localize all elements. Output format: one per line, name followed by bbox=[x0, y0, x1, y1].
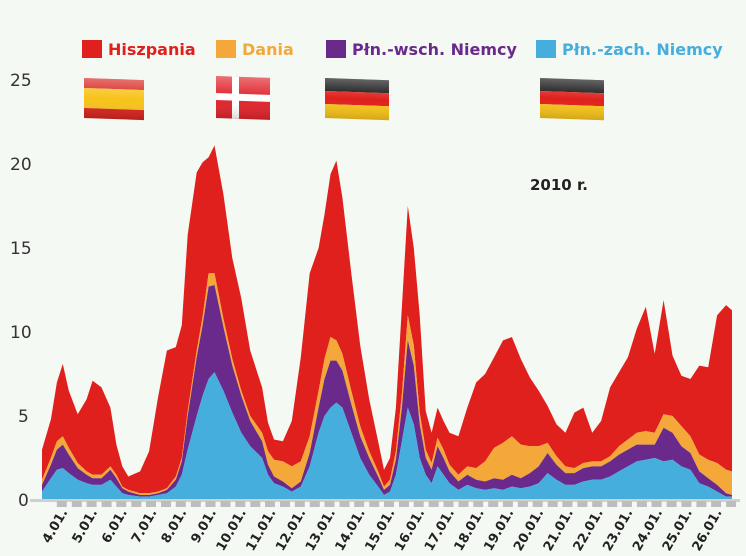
x-minor-marker bbox=[71, 501, 82, 507]
series-areas bbox=[42, 145, 732, 500]
x-tick-marker bbox=[235, 501, 246, 507]
x-minor-marker bbox=[339, 501, 350, 507]
series-area-pln-zach-niemcy bbox=[42, 372, 732, 500]
x-tick-label: 9.01. bbox=[188, 507, 219, 547]
x-tick-marker bbox=[354, 501, 365, 507]
x-minor-marker bbox=[547, 501, 558, 507]
y-tick-label: 10 bbox=[10, 323, 32, 343]
x-minor-marker bbox=[577, 501, 588, 507]
x-tick-marker bbox=[502, 501, 513, 507]
x-tick-label: 4.01. bbox=[40, 507, 71, 547]
x-minor-marker bbox=[101, 501, 112, 507]
x-tick-marker bbox=[175, 501, 186, 507]
x-tick-marker bbox=[294, 501, 305, 507]
x-tick-marker bbox=[86, 501, 97, 507]
x-minor-marker bbox=[607, 501, 618, 507]
y-tick-label: 15 bbox=[10, 239, 32, 259]
x-tick-marker bbox=[711, 501, 722, 507]
x-minor-marker bbox=[458, 501, 469, 507]
x-tick-marker bbox=[384, 501, 394, 507]
x-tick-label: 5.01. bbox=[70, 507, 101, 547]
x-tick-marker bbox=[146, 501, 156, 507]
legend: Hiszpania Dania Płn.-wsch. Niemcy Płn.-z… bbox=[82, 40, 723, 59]
legend-swatch-dania bbox=[216, 40, 236, 58]
x-tick-marker bbox=[621, 501, 632, 507]
x-tick-marker bbox=[116, 501, 127, 507]
x-minor-marker bbox=[161, 501, 171, 507]
x-minor-marker bbox=[517, 501, 528, 507]
x-minor-marker bbox=[220, 501, 231, 507]
x-minor-marker bbox=[666, 501, 677, 507]
x-tick-marker bbox=[651, 501, 662, 507]
germany-flag-icon bbox=[540, 78, 604, 121]
legend-swatch-pln-wsch-niemcy bbox=[326, 40, 346, 58]
x-tick-marker bbox=[324, 501, 335, 507]
x-tick-label: 6.01. bbox=[99, 507, 130, 547]
x-minor-marker bbox=[250, 501, 261, 507]
legend-swatch-pln-zach-niemcy bbox=[536, 40, 556, 58]
denmark-flag-icon bbox=[216, 76, 270, 120]
x-tick-label: 7.01. bbox=[129, 507, 160, 547]
y-tick-label: 25 bbox=[10, 71, 32, 91]
y-axis: 25 20 15 10 5 0 bbox=[10, 71, 32, 511]
x-tick-marker bbox=[562, 501, 573, 507]
legend-label-dania: Dania bbox=[242, 40, 294, 59]
x-tick-marker bbox=[592, 501, 603, 507]
series-area-hiszpania bbox=[42, 145, 732, 494]
x-tick-marker bbox=[265, 501, 275, 507]
x-tick-marker bbox=[56, 501, 67, 507]
x-tick-marker bbox=[205, 501, 216, 507]
legend-label-pln-wsch-niemcy: Płn.-wsch. Niemcy bbox=[352, 40, 517, 59]
x-tick-marker bbox=[681, 501, 692, 507]
x-minor-marker bbox=[428, 501, 439, 507]
x-minor-marker bbox=[399, 501, 409, 507]
x-minor-marker bbox=[488, 501, 499, 507]
legend-label-hiszpania: Hiszpania bbox=[108, 40, 196, 59]
year-annotation: 2010 r. bbox=[530, 176, 588, 194]
germany-flag-icon bbox=[325, 78, 389, 121]
series-area-pln-wsch-niemcy bbox=[42, 285, 732, 497]
x-tick-marker bbox=[443, 501, 454, 507]
x-minor-marker bbox=[309, 501, 320, 507]
x-tick-marker bbox=[413, 501, 424, 507]
x-minor-marker bbox=[280, 501, 290, 507]
x-tick-label: 8.01. bbox=[159, 507, 190, 547]
x-axis-line bbox=[30, 499, 740, 502]
x-minor-marker bbox=[190, 501, 201, 507]
x-tick-marker bbox=[473, 501, 484, 507]
y-tick-label: 0 bbox=[18, 491, 29, 511]
x-minor-marker bbox=[696, 501, 707, 507]
legend-label-pln-zach-niemcy: Płn.-zach. Niemcy bbox=[562, 40, 723, 59]
y-tick-label: 5 bbox=[18, 407, 29, 427]
spain-flag-icon bbox=[84, 78, 144, 121]
legend-swatch-hiszpania bbox=[82, 40, 102, 58]
x-minor-marker bbox=[131, 501, 142, 507]
x-tick-marker bbox=[532, 501, 543, 507]
x-minor-marker bbox=[636, 501, 647, 507]
x-minor-marker bbox=[369, 501, 380, 507]
x-axis: 4.01.5.01.6.01.7.01.8.01.9.01.10.01.11.0… bbox=[30, 499, 740, 554]
y-tick-label: 20 bbox=[10, 155, 32, 175]
x-minor-marker bbox=[726, 501, 737, 507]
